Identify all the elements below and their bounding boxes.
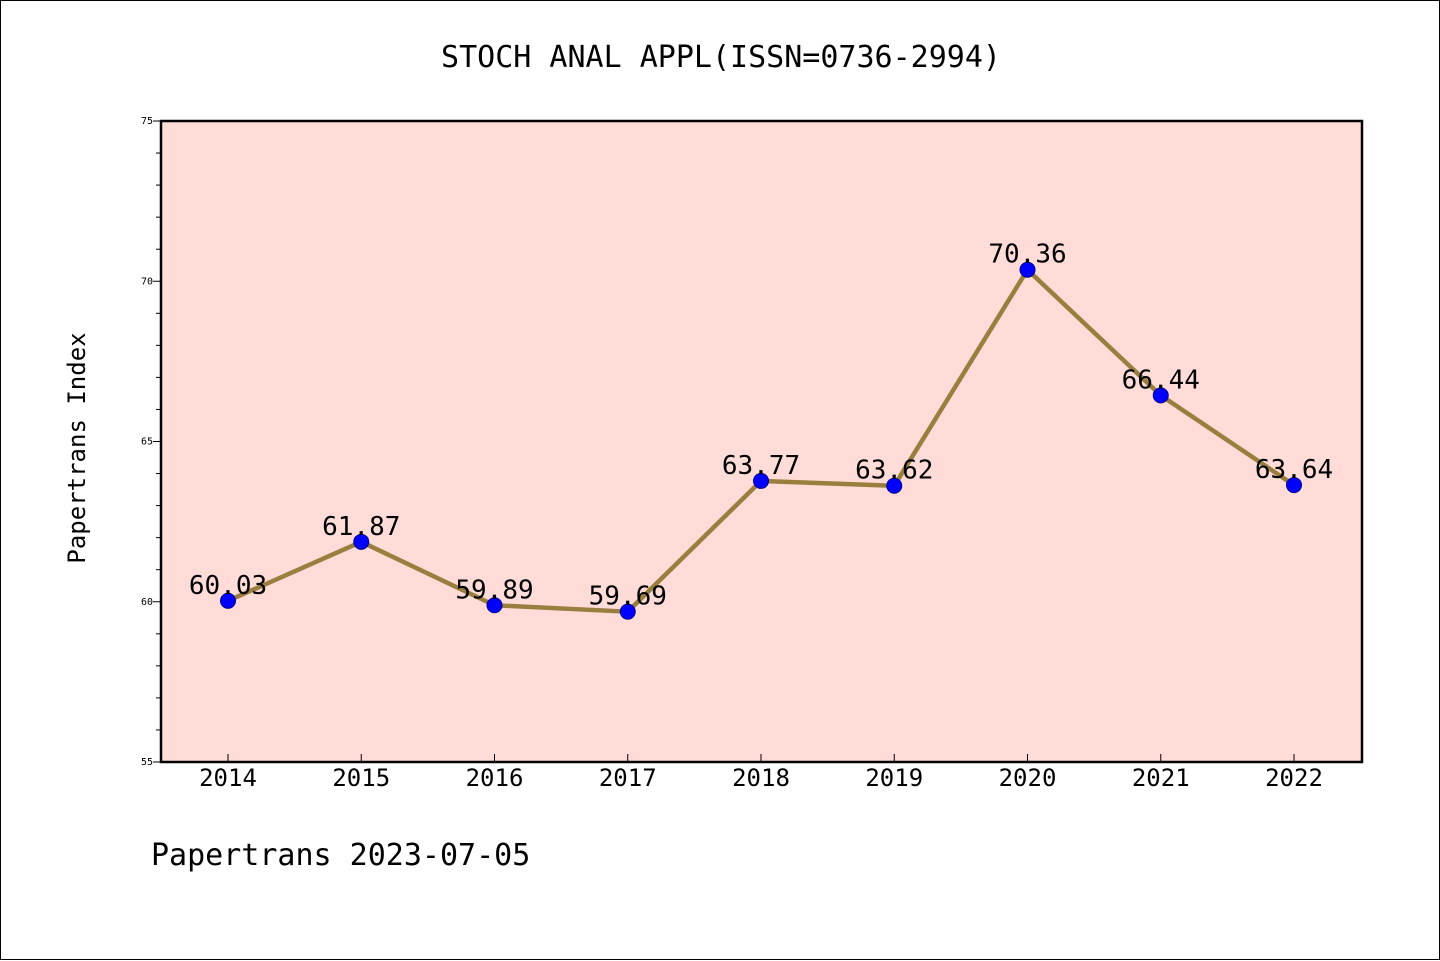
data-label: 59.89: [455, 575, 533, 605]
data-point: [486, 597, 503, 614]
data-label: 60.03: [189, 571, 267, 601]
x-tick-label: 2018: [732, 764, 790, 792]
data-label: 63.77: [722, 451, 800, 481]
y-axis: 55 60 65 70 75: [141, 116, 161, 768]
x-tick-label: 2015: [332, 764, 390, 792]
x-tick-label: 2019: [865, 764, 923, 792]
x-tick-label: 2020: [999, 764, 1057, 792]
data-label: 61.87: [322, 512, 400, 542]
y-tick-label: 75: [141, 116, 153, 127]
x-tick-label: 2017: [599, 764, 657, 792]
data-label: 70.36: [988, 240, 1066, 270]
data-point: [220, 592, 236, 609]
data-point: [886, 477, 903, 494]
plot-area: [161, 121, 1362, 762]
y-axis-label: Papertrans Index: [63, 332, 91, 563]
data-label: 63.64: [1255, 455, 1333, 485]
y-tick-label: 60: [141, 597, 153, 608]
data-label: 66.44: [1122, 365, 1200, 395]
y-tick-label: 55: [141, 757, 153, 768]
chart-title: STOCH ANAL APPL(ISSN=0736-2994): [441, 40, 1001, 75]
data-point: [1152, 387, 1169, 404]
data-point: [1286, 477, 1302, 494]
data-label: 59.69: [589, 582, 667, 612]
x-axis: 2014 2015 2016 2017 2018 2019 2020 2021 2022: [199, 754, 1323, 792]
footer-date: Papertrans 2023-07-05: [151, 838, 530, 873]
x-tick-label: 2021: [1132, 764, 1190, 792]
x-tick-label: 2016: [466, 764, 524, 792]
data-point: [1019, 261, 1036, 278]
data-point: [619, 603, 636, 620]
data-label: 63.62: [855, 456, 933, 486]
y-tick-label: 65: [141, 437, 153, 448]
data-point: [753, 472, 769, 489]
series-line-group: 60.03 61.87 59.89 59.69 63.77 63.62 70.36 66.44…: [189, 240, 1333, 620]
plot-border: [159, 119, 1364, 764]
y-tick-label: 70: [141, 276, 153, 287]
x-tick-label: 2014: [199, 764, 257, 792]
x-tick-label: 2022: [1265, 764, 1323, 792]
data-point: [353, 533, 370, 550]
